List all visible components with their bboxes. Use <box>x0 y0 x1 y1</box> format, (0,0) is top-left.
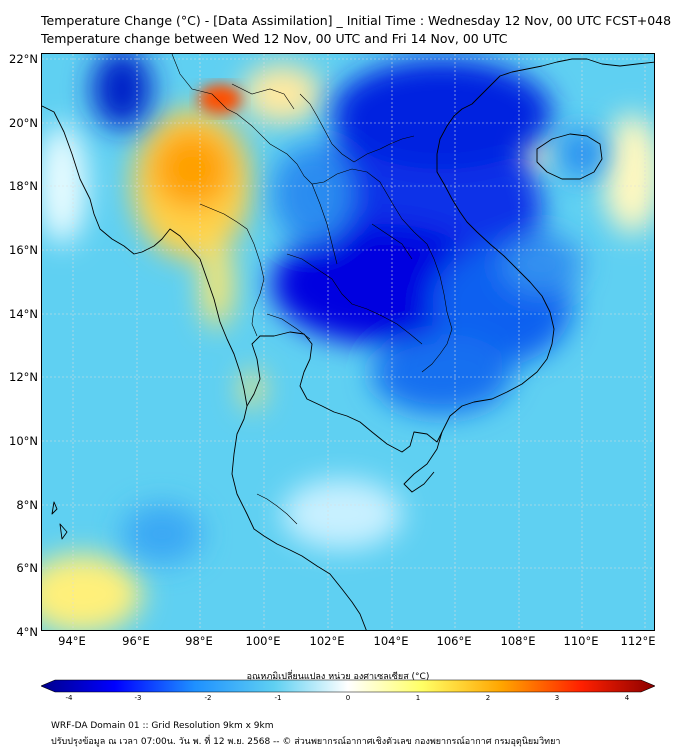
cold-anomaly-areas <box>92 54 607 564</box>
lat-label-14n: 14°N <box>9 307 38 321</box>
colorbar-tick-minus1: -1 <box>274 694 282 702</box>
colorbar-tick-3: 3 <box>554 694 560 702</box>
lat-label-8n: 8°N <box>16 498 38 512</box>
lon-label-104e: 104°E <box>373 634 409 648</box>
lon-label-102e: 102°E <box>309 634 345 648</box>
lat-label-22n: 22°N <box>9 52 38 66</box>
temperature-change-map <box>41 53 655 631</box>
colorbar <box>41 679 655 693</box>
lat-label-6n: 6°N <box>16 561 38 575</box>
colorbar-tick-minus4: -4 <box>65 694 73 702</box>
map-title: Temperature Change (°C) - [Data Assimila… <box>41 13 672 28</box>
lon-label-98e: 98°E <box>185 634 213 648</box>
map-subtitle: Temperature change between Wed 12 Nov, 0… <box>41 31 508 46</box>
lon-label-106e: 106°E <box>436 634 472 648</box>
lon-label-96e: 96°E <box>122 634 150 648</box>
colorbar-tick-minus2: -2 <box>204 694 212 702</box>
lat-label-16n: 16°N <box>9 243 38 257</box>
lon-label-94e: 94°E <box>58 634 86 648</box>
lat-label-20n: 20°N <box>9 116 38 130</box>
graticule <box>42 54 654 630</box>
coastlines <box>42 58 654 630</box>
lat-label-10n: 10°N <box>9 434 38 448</box>
colorbar-label: อุณหภูมิเปลี่ยนแปลง หน่วย องศาเซลเซียส (… <box>246 672 430 682</box>
lat-label-18n: 18°N <box>9 179 38 193</box>
lon-label-108e: 108°E <box>500 634 536 648</box>
lon-label-110e: 110°E <box>563 634 599 648</box>
credit-line: ปรับปรุงข้อมูล ณ เวลา 07:00น. วัน พ. ที่… <box>51 737 561 747</box>
lat-label-4n: 4°N <box>16 625 38 639</box>
colorbar-tick-1: 1 <box>415 694 421 702</box>
colorbar-tick-2: 2 <box>485 694 491 702</box>
colorbar-tick-0: 0 <box>345 694 351 702</box>
lon-label-112e: 112°E <box>620 634 656 648</box>
strong-warm-core <box>198 84 242 114</box>
lat-label-12n: 12°N <box>9 370 38 384</box>
colorbar-gradient <box>41 679 655 693</box>
model-info: WRF-DA Domain 01 :: Grid Resolution 9km … <box>51 721 274 731</box>
lon-label-100e: 100°E <box>245 634 281 648</box>
country-borders <box>171 54 453 525</box>
colorbar-tick-minus3: -3 <box>134 694 142 702</box>
temperature-field <box>42 54 654 630</box>
colorbar-tick-4: 4 <box>624 694 630 702</box>
